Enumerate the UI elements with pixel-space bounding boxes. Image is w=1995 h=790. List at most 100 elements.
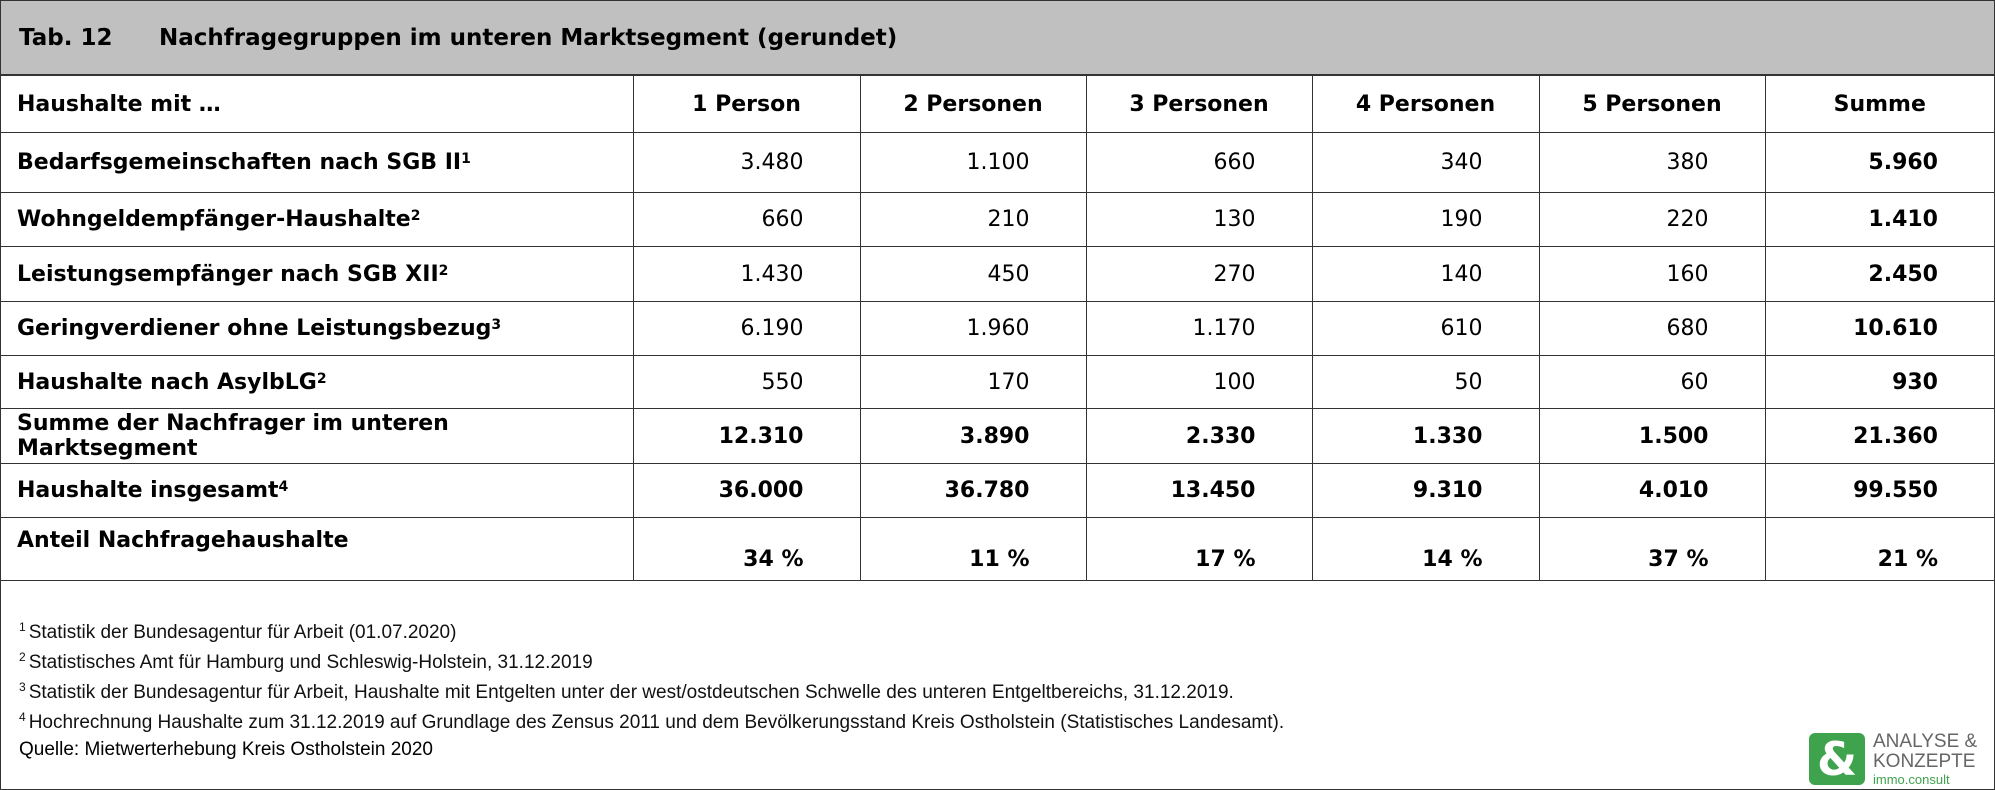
cell: 100 bbox=[1085, 355, 1313, 409]
cell: 11 % bbox=[859, 517, 1087, 581]
footnote: 1 Statistik der Bundesagentur für Arbeit … bbox=[19, 615, 1284, 645]
cell: 99.550 bbox=[1764, 463, 1994, 518]
column-header: 3 Personen bbox=[1085, 75, 1313, 133]
cell: 21.360 bbox=[1764, 408, 1994, 464]
footnote-text: Statistik der Bundesagentur für Arbeit, … bbox=[28, 682, 1234, 703]
cell: 1.100 bbox=[859, 132, 1087, 193]
footnote-ref: 4 bbox=[278, 479, 289, 495]
footnote-ref: 2 bbox=[438, 262, 449, 279]
column-header: 5 Personen bbox=[1538, 75, 1766, 133]
source: Quelle: Mietwerterhebung Kreis Ostholste… bbox=[19, 739, 434, 760]
cell: 21 % bbox=[1764, 517, 1994, 581]
table-row: Haushalte nach AsylbLG2 550 170 100 50 60 930 bbox=[1, 355, 1994, 409]
table-row: Bedarfsgemeinschaften nach SGB II1 3.480 1… bbox=[1, 132, 1994, 193]
title-bar: Tab. 12 Nachfragegruppen im unteren Mark… bbox=[1, 1, 1994, 75]
cell: 680 bbox=[1538, 301, 1766, 356]
column-header: Summe bbox=[1764, 75, 1994, 133]
column-header: Haushalte mit … bbox=[1, 75, 634, 133]
footnote-number: 2 bbox=[19, 650, 26, 664]
logo-line: ANALYSE & bbox=[1873, 731, 1978, 752]
cell: 4.010 bbox=[1538, 463, 1766, 518]
cell: 1.430 bbox=[632, 246, 861, 302]
footnote-text: Hochrechnung Haushalte zum 31.12.2019 au… bbox=[28, 712, 1285, 733]
row-label-cell: Haushalte nach AsylbLG2 bbox=[1, 355, 634, 409]
cell: 6.190 bbox=[632, 301, 861, 356]
table-row: Anteil Nachfragehaushalte 34 % 11 % 17 % 14 … bbox=[1, 517, 1994, 581]
cell: 13.450 bbox=[1085, 463, 1313, 518]
cell: 380 bbox=[1538, 132, 1766, 193]
cell: 270 bbox=[1085, 246, 1313, 302]
footnotes: 1 Statistik der Bundesagentur für Arbeit … bbox=[19, 615, 1284, 735]
cell: 210 bbox=[859, 192, 1087, 247]
row-label-cell: Summe der Nachfrager im unteren Marktseg… bbox=[1, 408, 634, 464]
row-label: Summe der Nachfrager im unteren Marktseg… bbox=[17, 411, 449, 461]
row-label: Bedarfsgemeinschaften nach SGB II bbox=[17, 150, 462, 175]
footnote-text: Statistisches Amt für Hamburg und Schles… bbox=[28, 652, 593, 673]
cell: 2.450 bbox=[1764, 246, 1994, 302]
cell: 34 % bbox=[632, 517, 861, 581]
footnote-number: 3 bbox=[19, 680, 26, 694]
cell: 660 bbox=[632, 192, 861, 247]
cell: 10.610 bbox=[1764, 301, 1994, 356]
cell: 37 % bbox=[1538, 517, 1766, 581]
row-label-cell: Anteil Nachfragehaushalte bbox=[1, 517, 634, 581]
footnote: 3 Statistik der Bundesagentur für Arbeit,… bbox=[19, 675, 1284, 705]
footnote: 4 Hochrechnung Haushalte zum 31.12.2019 a… bbox=[19, 705, 1284, 735]
cell: 12.310 bbox=[632, 408, 861, 464]
cell: 610 bbox=[1311, 301, 1540, 356]
cell: 170 bbox=[859, 355, 1087, 409]
row-label: Leistungsempfänger nach SGB XII bbox=[17, 261, 439, 287]
footnote-ref: 1 bbox=[461, 151, 471, 167]
row-label: Anteil Nachfragehaushalte bbox=[17, 528, 349, 553]
table-title: Nachfragegruppen im unteren Marktsegment… bbox=[159, 24, 898, 51]
footnote-number: 4 bbox=[19, 710, 26, 724]
cell: 220 bbox=[1538, 192, 1766, 247]
cell: 340 bbox=[1311, 132, 1540, 193]
cell: 60 bbox=[1538, 355, 1766, 409]
cell: 2.330 bbox=[1085, 408, 1313, 464]
logo-line: immo.consult bbox=[1873, 772, 1950, 787]
cell: 130 bbox=[1085, 192, 1313, 247]
row-label-cell: Bedarfsgemeinschaften nach SGB II1 bbox=[1, 132, 634, 193]
cell: 550 bbox=[632, 355, 861, 409]
row-label-cell: Leistungsempfänger nach SGB XII2 bbox=[1, 246, 634, 302]
row-label-cell: Wohngeldempfänger-Haushalte2 bbox=[1, 192, 634, 247]
header-row: Haushalte mit … 1 Person 2 Personen 3 Perso… bbox=[1, 75, 1994, 133]
table-row: Leistungsempfänger nach SGB XII2 1.430 450… bbox=[1, 246, 1994, 302]
cell: 50 bbox=[1311, 355, 1540, 409]
cell: 450 bbox=[859, 246, 1087, 302]
cell: 1.960 bbox=[859, 301, 1087, 356]
footnote: 2 Statistisches Amt für Hamburg und Schle… bbox=[19, 645, 1284, 675]
cell: 3.890 bbox=[859, 408, 1087, 464]
cell: 36.000 bbox=[632, 463, 861, 518]
footnote-text: Statistik der Bundesagentur für Arbeit (… bbox=[28, 622, 457, 643]
cell: 160 bbox=[1538, 246, 1766, 302]
row-label: Haushalte insgesamt bbox=[17, 478, 279, 503]
table-row: Wohngeldempfänger-Haushalte2 660 210 130 190… bbox=[1, 192, 1994, 247]
table-row: Geringverdiener ohne Leistungsbezug3 6.19… bbox=[1, 301, 1994, 356]
column-header: 1 Person bbox=[632, 75, 861, 133]
table-number: Tab. 12 bbox=[19, 24, 113, 51]
table-row: Summe der Nachfrager im unteren Marktseg… bbox=[1, 408, 1994, 464]
cell: 140 bbox=[1311, 246, 1540, 302]
column-header: 2 Personen bbox=[859, 75, 1087, 133]
row-label: Haushalte nach AsylbLG bbox=[17, 369, 317, 395]
cell: 1.330 bbox=[1311, 408, 1540, 464]
logo-line: KONZEPTE bbox=[1873, 751, 1976, 772]
cell: 17 % bbox=[1085, 517, 1313, 581]
footnote-ref: 2 bbox=[410, 208, 421, 224]
row-label: Geringverdiener ohne Leistungsbezug bbox=[17, 316, 492, 341]
cell: 930 bbox=[1764, 355, 1994, 409]
cell: 14 % bbox=[1311, 517, 1540, 581]
cell: 1.170 bbox=[1085, 301, 1313, 356]
footnote-ref: 2 bbox=[316, 370, 327, 387]
cell: 1.410 bbox=[1764, 192, 1994, 247]
cell: 1.500 bbox=[1538, 408, 1766, 464]
row-label: Wohngeldempfänger-Haushalte bbox=[17, 207, 411, 232]
footnote-ref: 3 bbox=[491, 317, 502, 333]
cell: 5.960 bbox=[1764, 132, 1994, 193]
cell: 190 bbox=[1311, 192, 1540, 247]
logo-icon: & bbox=[1809, 733, 1865, 785]
cell: 36.780 bbox=[859, 463, 1087, 518]
